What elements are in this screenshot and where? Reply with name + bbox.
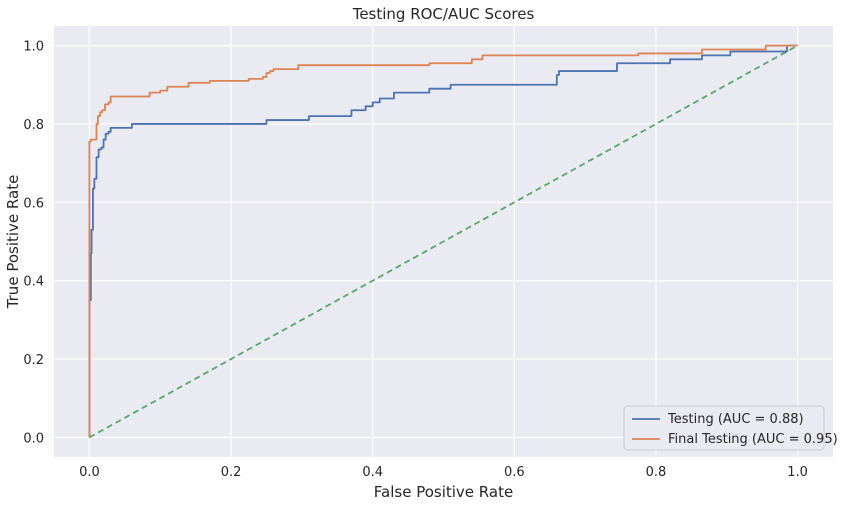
legend-label-final-testing: Final Testing (AUC = 0.95) <box>668 432 838 447</box>
y-tick-label: 0.8 <box>23 118 44 133</box>
x-tick-label: 0.8 <box>646 465 667 480</box>
y-tick-label: 0.0 <box>23 431 44 446</box>
legend-label-testing: Testing (AUC = 0.88) <box>667 412 804 427</box>
y-tick-label: 0.6 <box>23 196 44 211</box>
chance-diagonal-line <box>88 44 799 439</box>
y-tick-label: 1.0 <box>23 40 44 55</box>
series-layer <box>88 44 799 439</box>
roc-curve-testing <box>88 44 798 438</box>
x-tick-label: 1.0 <box>787 465 808 480</box>
x-tick-label: 0.0 <box>79 465 100 480</box>
chart-title: Testing ROC/AUC Scores <box>352 5 535 23</box>
x-tick-label: 0.2 <box>221 465 242 480</box>
x-tick-label: 0.6 <box>504 465 525 480</box>
y-tick-label: 0.4 <box>23 275 44 290</box>
roc-curve-final-testing <box>88 44 798 438</box>
x-tick-label: 0.4 <box>362 465 383 480</box>
tick-labels: 0.0 0.2 0.4 0.6 0.8 1.0 0.0 0.2 0.4 0.6 0.8 1.0 <box>23 40 808 480</box>
legend: Testing (AUC = 0.88) Final Testing (AUC … <box>623 405 838 451</box>
legend-box <box>623 405 825 451</box>
y-tick-label: 0.2 <box>23 353 44 368</box>
y-axis-label: True Positive Rate <box>4 175 22 310</box>
x-axis-label: False Positive Rate <box>374 483 513 501</box>
